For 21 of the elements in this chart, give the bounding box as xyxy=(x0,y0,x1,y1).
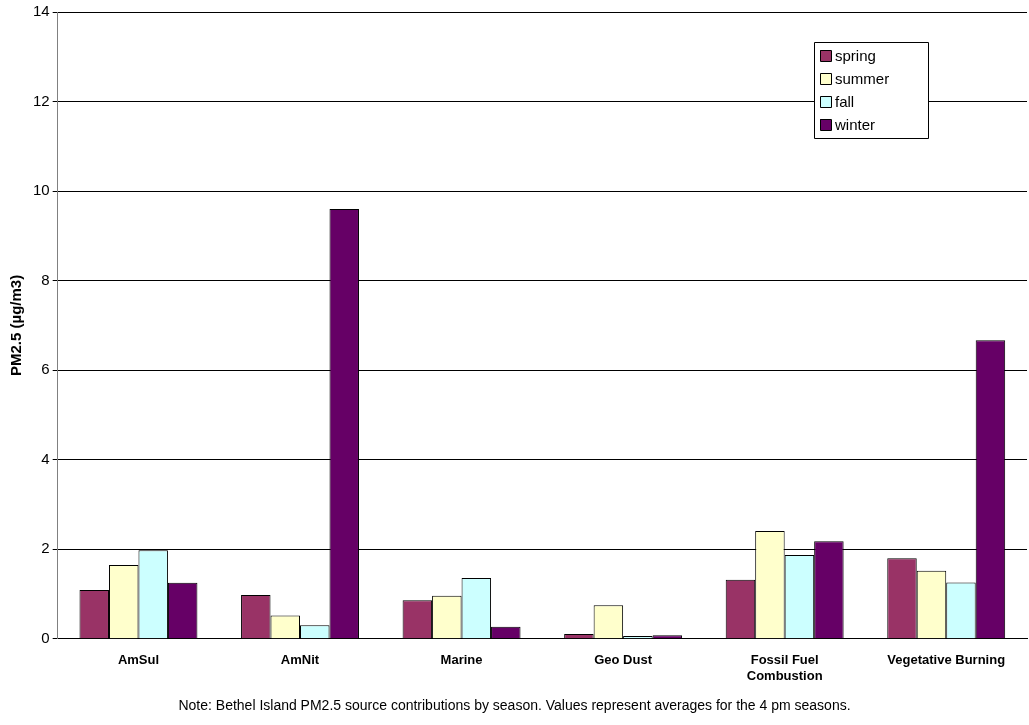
category-label: Combustion xyxy=(746,667,823,683)
x-tick-label: AmSul xyxy=(117,652,160,668)
y-tick-label: 10 xyxy=(33,181,50,199)
text: Note: Bethel Island PM2.5 source contributions by season. Values represent averages for the 4 pm seasons. xyxy=(177,697,852,713)
y-tick-label: 2 xyxy=(41,539,50,557)
category-label: Fossil Fuel xyxy=(750,652,819,668)
legend-label: summer xyxy=(835,70,890,88)
x-tick-label: AmNit xyxy=(280,652,320,668)
legend-label: winter xyxy=(834,116,876,134)
legend-label: fall xyxy=(835,93,855,111)
y-tick-label: 14 xyxy=(33,2,50,20)
legend-label: spring xyxy=(835,47,876,65)
x-tick-label: Geo Dust xyxy=(594,652,653,668)
y-tick-label: 4 xyxy=(41,449,50,467)
y-tick-label: 6 xyxy=(41,360,50,378)
y-tick-label: 8 xyxy=(41,270,50,288)
y-tick-label: 0 xyxy=(41,628,50,646)
x-tick-label: Vegetative Burning xyxy=(887,652,1006,668)
y-axis-title: PM2.5 (µg/m3) xyxy=(7,274,25,376)
x-tick-label: Marine xyxy=(440,652,483,668)
y-tick-label: 12 xyxy=(33,91,50,109)
